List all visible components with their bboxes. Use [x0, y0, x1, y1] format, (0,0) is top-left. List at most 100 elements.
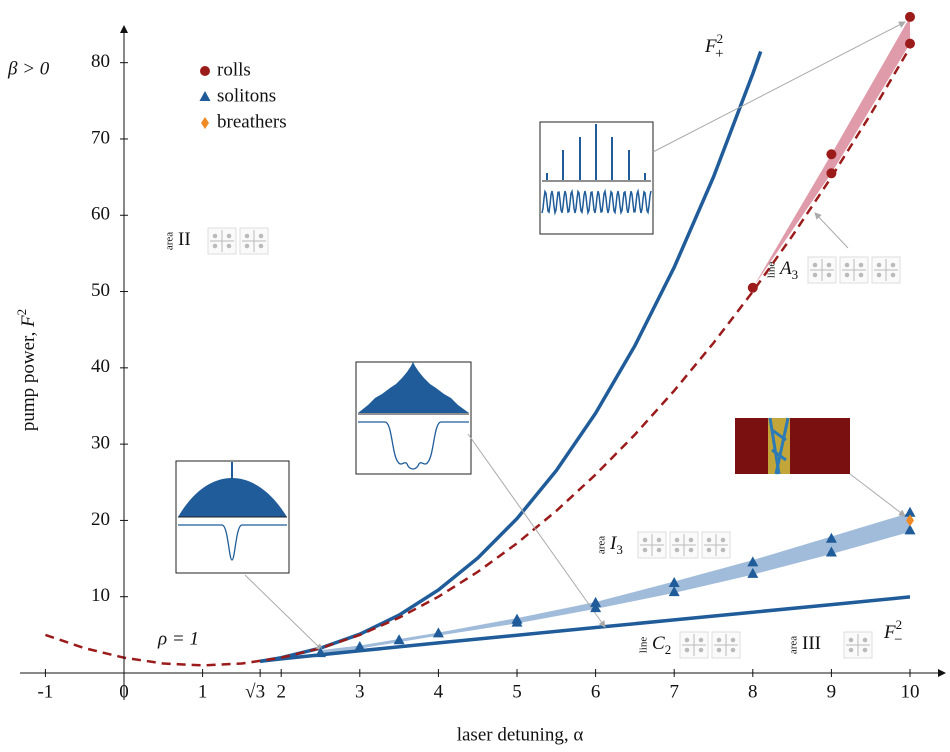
y-tick-label: 60: [91, 204, 110, 225]
region-name-main: III: [802, 633, 821, 654]
curve-label: F2 +: [704, 31, 724, 62]
region-tag: area: [596, 536, 608, 554]
curve-label: F2−: [883, 617, 903, 648]
region-name-main: I: [609, 533, 618, 554]
point: [825, 532, 837, 543]
region-name-main: II: [178, 229, 191, 250]
icon-dot: [812, 272, 818, 278]
region-name: III: [802, 633, 821, 654]
icon-dot: [244, 233, 250, 239]
point: [747, 556, 759, 567]
icon-dot: [656, 547, 662, 553]
region-name-sub: 2: [665, 642, 672, 657]
x-axis-label: laser detuning, α: [457, 724, 584, 745]
icon-dot: [706, 537, 712, 543]
x-tick-label: 5: [512, 681, 522, 702]
region-name-sub: 3: [616, 542, 623, 557]
icon-dot: [876, 262, 882, 268]
inset-3: [539, 21, 906, 235]
icon-dot: [698, 647, 704, 653]
icon-dot: [848, 637, 854, 643]
icon-dot: [688, 547, 694, 553]
icon-dot: [688, 537, 694, 543]
icon-dot: [674, 547, 680, 553]
x-tick-label: 7: [669, 681, 679, 702]
icon-dot: [812, 262, 818, 268]
region-name-main: C: [652, 633, 665, 654]
region-tag: area: [164, 232, 176, 250]
legend-label: solitons: [217, 85, 276, 106]
inset-2: [355, 361, 606, 628]
icon-dot: [684, 637, 690, 643]
point: [393, 634, 405, 645]
x-tick-label: √3: [245, 681, 265, 702]
curve-label-base: F: [883, 622, 896, 643]
icon-dot: [862, 647, 868, 653]
icon-dot: [716, 637, 722, 643]
legend-label: rolls: [217, 59, 251, 80]
x-tick-label: 2: [276, 681, 286, 702]
point: [590, 596, 602, 607]
point: [906, 514, 914, 527]
y-tick-label: 20: [91, 509, 110, 530]
x-tick-label: 0: [119, 681, 129, 702]
icon-dot: [716, 647, 722, 653]
point: [826, 168, 837, 179]
icon-dot: [730, 637, 736, 643]
point: [747, 282, 758, 293]
icon-dot: [720, 547, 726, 553]
x-tick-label: 10: [901, 681, 920, 702]
icon-dot: [258, 233, 264, 239]
annotation: β > 0: [7, 58, 50, 79]
icon-dot: [844, 262, 850, 268]
x-tick-label: 3: [355, 681, 365, 702]
point: [315, 647, 326, 658]
region-name-main: A: [778, 258, 792, 279]
point: [747, 567, 759, 578]
icon-dot: [674, 537, 680, 543]
x-tick-label: 1: [198, 681, 208, 702]
icon-dot: [642, 547, 648, 553]
y-tick-label: 80: [91, 51, 110, 72]
icon-dot: [876, 272, 882, 278]
icon-dot: [858, 262, 864, 268]
point: [905, 11, 915, 22]
region-tag: line: [638, 637, 650, 654]
icon-dot: [890, 272, 896, 278]
icon-dot: [698, 637, 704, 643]
region-name: II: [178, 229, 191, 250]
arrow: [814, 212, 849, 249]
point: [432, 627, 444, 638]
icon-dot: [226, 243, 232, 249]
icon-dot: [642, 537, 648, 543]
curve-label-sub: +: [715, 46, 723, 62]
y-tick-label: 50: [91, 280, 110, 301]
icon-dot: [656, 537, 662, 543]
curve-label-sub: −: [894, 632, 902, 648]
region-tag: area: [788, 636, 800, 654]
icon-dot: [226, 233, 232, 239]
icon-dot: [258, 243, 264, 249]
curve: [259, 50, 763, 664]
point: [904, 524, 916, 535]
legend-marker: [200, 66, 210, 76]
icon-dot: [684, 647, 690, 653]
curve: [44, 46, 912, 667]
inset-1: [175, 460, 323, 651]
legend-marker: [199, 91, 211, 101]
icon-dot: [844, 272, 850, 278]
icon-dot: [720, 537, 726, 543]
y-tick-label: 40: [91, 356, 110, 377]
point: [825, 546, 837, 557]
curve-label-base: F: [704, 36, 717, 57]
point: [590, 602, 602, 613]
point: [668, 586, 680, 597]
region-name: C2: [652, 633, 671, 657]
icon-dot: [848, 647, 854, 653]
icon-dot: [244, 243, 250, 249]
region-tag: line: [766, 262, 778, 279]
icon-dot: [862, 637, 868, 643]
x-tick-label: 8: [748, 681, 758, 702]
icon-dot: [826, 272, 832, 278]
